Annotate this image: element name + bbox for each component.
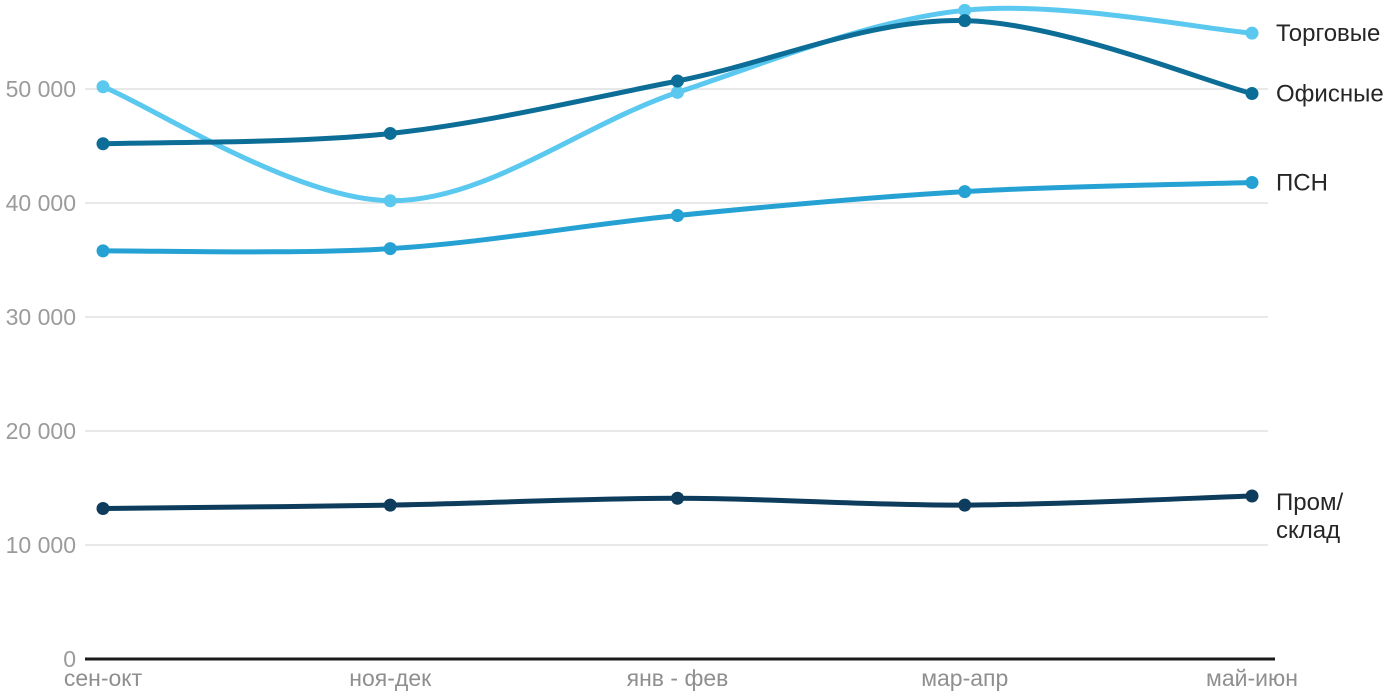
data-point-Офисные[interactable] <box>671 74 684 88</box>
x-tick-label: сен-окт <box>64 665 143 691</box>
series-labels: Торговые Офисные ПСН Пром/склад <box>1276 20 1384 544</box>
gridlines <box>85 88 1268 546</box>
data-point-Торговые[interactable] <box>96 80 110 94</box>
data-point-Офисные[interactable] <box>1245 87 1259 101</box>
y-tick-label: 40 000 <box>6 190 76 216</box>
data-point-Пром/склад[interactable] <box>671 491 684 505</box>
y-tick-label: 50 000 <box>6 76 76 102</box>
series-label-ПСН: ПСН <box>1276 169 1328 196</box>
y-tick-label: 20 000 <box>6 418 76 444</box>
data-point-Офисные[interactable] <box>958 14 972 28</box>
data-point-ПСН[interactable] <box>958 185 972 199</box>
x-axis-labels: сен-окт ноя-дек янв - фев мар-апр май-июн <box>64 665 1298 691</box>
data-point-Пром/склад[interactable] <box>1245 489 1259 503</box>
series-points <box>96 3 1259 516</box>
y-axis-labels: 0 10 000 20 000 30 000 40 000 50 000 <box>6 76 76 672</box>
x-tick-label: мар-апр <box>921 665 1008 691</box>
data-point-Торговые[interactable] <box>1245 26 1259 40</box>
series-label-Офисные: Офисные <box>1276 81 1384 108</box>
data-point-Офисные[interactable] <box>383 126 397 140</box>
data-point-ПСН[interactable] <box>671 209 684 223</box>
y-tick-label: 10 000 <box>6 532 76 558</box>
data-point-ПСН[interactable] <box>383 242 397 256</box>
x-tick-label: ноя-дек <box>349 665 432 691</box>
x-tick-label: май-июн <box>1206 665 1298 691</box>
series-line-Торговые <box>100 5 1255 204</box>
data-point-Торговые[interactable] <box>671 85 684 99</box>
data-point-Пром/склад[interactable] <box>383 498 397 512</box>
y-tick-label: 0 <box>63 646 76 672</box>
data-point-ПСН[interactable] <box>1245 175 1259 189</box>
x-tick-label: янв - фев <box>627 665 729 691</box>
data-point-Пром/склад[interactable] <box>958 498 972 512</box>
series-label-Пром/склад: Пром/ <box>1276 489 1343 516</box>
data-point-Торговые[interactable] <box>383 194 397 208</box>
data-point-Офисные[interactable] <box>96 137 110 151</box>
data-point-Торговые[interactable] <box>958 3 972 17</box>
data-point-ПСН[interactable] <box>96 244 110 258</box>
series-label-Пром/склад: склад <box>1276 517 1340 544</box>
series-label-Торговые: Торговые <box>1276 20 1380 47</box>
data-point-Пром/склад[interactable] <box>96 502 110 516</box>
y-tick-label: 30 000 <box>6 304 76 330</box>
